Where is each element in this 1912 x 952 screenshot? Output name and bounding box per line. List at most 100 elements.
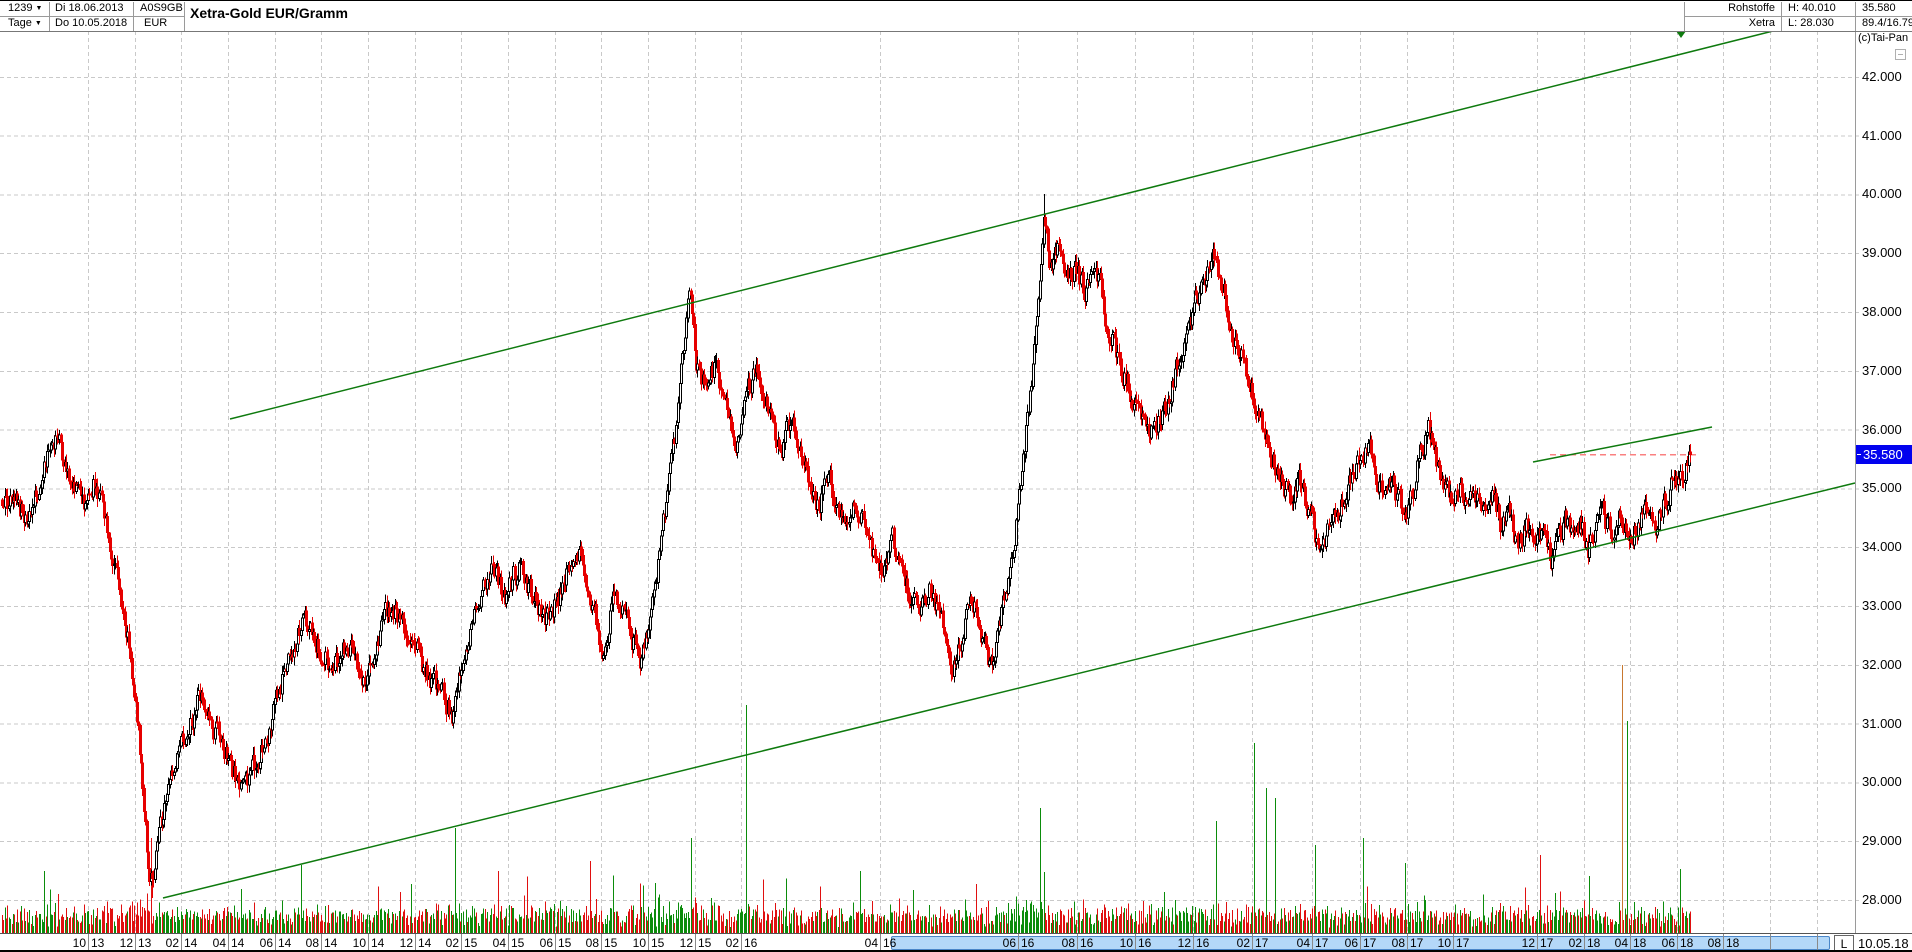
date-axis-month-label: 06 [1344, 936, 1358, 950]
date-axis-month-label: 04 [864, 936, 878, 950]
date-axis-month-label: 12 [679, 936, 693, 950]
date-axis-year-label: 15 [698, 936, 712, 950]
date-axis-tick [1677, 934, 1678, 951]
market-category: Rohstoffe [1728, 2, 1775, 14]
collapse-icon[interactable] [1895, 49, 1906, 60]
date-axis-tick [415, 934, 416, 951]
date-axis-month-label: 02 [1568, 936, 1582, 950]
date-axis-tick [1770, 934, 1771, 951]
price-axis-label: 42.000 [1862, 68, 1902, 84]
date-axis-year-label: 17 [1315, 936, 1329, 950]
trendline-marker-triangle-icon [1676, 31, 1686, 38]
bars-count-dropdown[interactable]: 1239 ▼ [8, 2, 43, 14]
date-axis-month-label: 02 [1236, 936, 1250, 950]
date-axis-tick [1018, 934, 1019, 951]
date-axis-year-label: 16 [1138, 936, 1152, 950]
date-axis-year-label: 17 [1456, 936, 1470, 950]
date-axis-year-label: 16 [883, 936, 897, 950]
date-axis-month-label: 08 [305, 936, 319, 950]
date-axis-tick [275, 934, 276, 951]
date-axis-year-label: 15 [464, 936, 478, 950]
chevron-down-icon: ▼ [35, 5, 43, 12]
volume-bars [2, 665, 1691, 933]
date-from: Di 18.06.2013 [55, 2, 124, 14]
date-axis-tick [181, 934, 182, 951]
date-axis-year-label: 14 [324, 936, 338, 950]
date-axis-month-label: 10 [1119, 936, 1133, 950]
date-axis-tick [1407, 934, 1408, 951]
page-title: Xetra-Gold EUR/Gramm [190, 5, 348, 21]
date-to: Do 10.05.2018 [55, 17, 128, 29]
copyright-label: (c)Tai-Pan [1858, 32, 1909, 44]
date-axis-month-label: 08 [585, 936, 599, 950]
date-axis-month-label: 12 [1521, 936, 1535, 950]
date-axis-month-label: 12 [119, 936, 133, 950]
date-axis-year-label: 17 [1255, 936, 1269, 950]
date-axis-month-label: 06 [1661, 936, 1675, 950]
date-axis-tick [1312, 934, 1313, 951]
date-axis-year-label: 18 [1680, 936, 1694, 950]
date-axis-year-label: 14 [278, 936, 292, 950]
date-axis-month-label: 02 [165, 936, 179, 950]
price-axis-label: 38.000 [1862, 304, 1902, 319]
price-axis-label: 40.000 [1862, 186, 1902, 202]
date-axis-month-label: 12 [399, 936, 413, 950]
info-value-label: 89.4/16.79 [1862, 17, 1912, 29]
date-axis-month-label: 10 [72, 936, 86, 950]
price-axis-label: 34.000 [1862, 539, 1902, 555]
date-axis-year-label: 14 [418, 936, 432, 950]
price-axis-label: 37.000 [1862, 362, 1902, 378]
price-axis-label: 39.000 [1862, 245, 1902, 261]
date-axis-tick [880, 934, 881, 951]
date-axis-year-label: 16 [1196, 936, 1210, 950]
date-axis-year-label: 16 [1021, 936, 1035, 950]
date-axis-month-label: 10 [352, 936, 366, 950]
date-axis-tick [1584, 934, 1585, 951]
date-axis-month-label: 04 [1296, 936, 1310, 950]
date-axis-year-label: 15 [558, 936, 572, 950]
date-axis-year-label: 17 [1540, 936, 1554, 950]
candles [1, 193, 1692, 899]
price-axis-label: 35.000 [1862, 480, 1902, 496]
price-axis-label: 32.000 [1862, 656, 1902, 672]
date-axis-month-label: 04 [212, 936, 226, 950]
short_trendline[interactable] [1532, 426, 1713, 463]
last-price-label: 35.580 [1862, 2, 1896, 14]
lower_trendline[interactable] [162, 482, 1856, 899]
date-axis-year-label: 14 [371, 936, 385, 950]
date-axis-tick [1252, 934, 1253, 951]
date-axis-month-label: 04 [1614, 936, 1628, 950]
date-axis-tick [1453, 934, 1454, 951]
upper_trendline[interactable] [229, 29, 1778, 420]
date-axis-month-label: 02 [445, 936, 459, 950]
high-label: H: 40.010 [1788, 2, 1836, 14]
date-axis-tick [228, 934, 229, 951]
date-axis-tick [1360, 934, 1361, 951]
date-axis-tick [741, 934, 742, 951]
low-marker-cell: L [1834, 935, 1854, 951]
date-axis: 10 13 12 13 02 14 04 14 06 14 08 14 10 14 12 14 02 15 04 15… [0, 933, 1912, 952]
date-axis-year-label: 18 [1633, 936, 1647, 950]
current-price-tag: 35.580 [1856, 445, 1912, 465]
date-axis-month-label: 04 [492, 936, 506, 950]
period-dropdown[interactable]: Tage ▼ [8, 17, 42, 29]
last-date-label: 10.05.18 [1858, 936, 1909, 951]
date-axis-tick [1723, 934, 1724, 951]
date-axis-tick [1077, 934, 1078, 951]
date-axis-tick [648, 934, 649, 951]
date-axis-tick [368, 934, 369, 951]
date-axis-tick [321, 934, 322, 951]
date-axis-month-label: 10 [1437, 936, 1451, 950]
date-axis-year-label: 15 [511, 936, 525, 950]
date-axis-tick [1630, 934, 1631, 951]
price-axis-label: 30.000 [1862, 774, 1902, 790]
date-axis-year-label: 16 [1080, 936, 1094, 950]
date-axis-tick [461, 934, 462, 951]
date-axis-month-label: 08 [1061, 936, 1075, 950]
date-axis-tick [1193, 934, 1194, 951]
date-axis-month-label: 06 [259, 936, 273, 950]
date-axis-tick [1135, 934, 1136, 951]
price-axis-label: 36.000 [1862, 421, 1902, 437]
date-axis-month-label: 08 [1391, 936, 1405, 950]
